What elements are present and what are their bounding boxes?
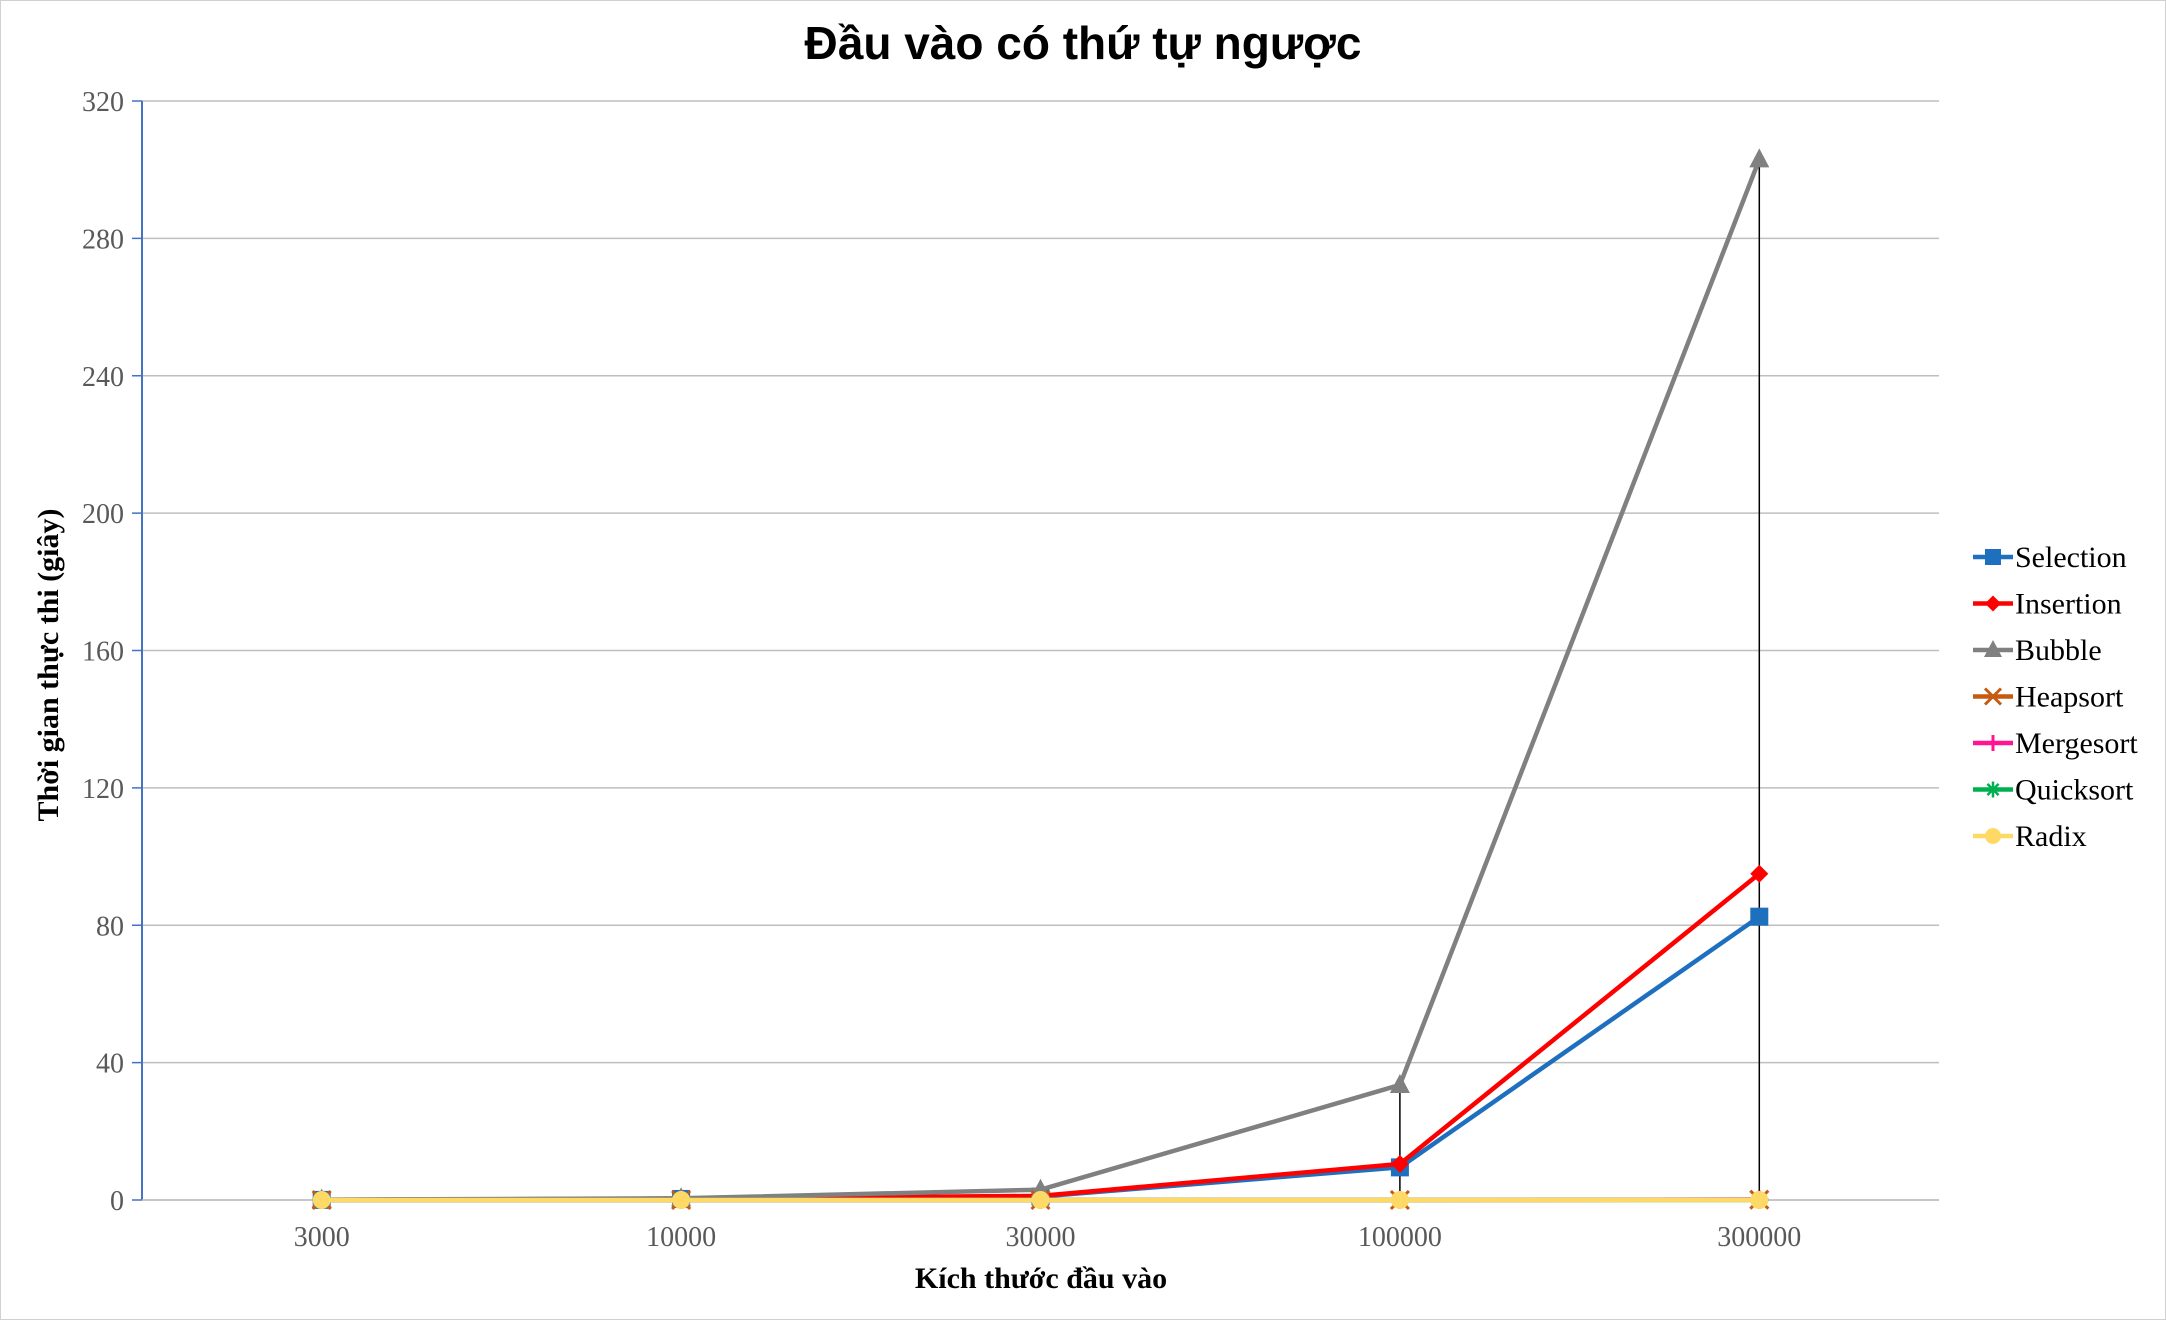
y-axis-ticks: 0 40 80 120 160 200 240 280 320 xyxy=(82,87,124,1217)
series-line xyxy=(321,914,1761,1203)
data-point xyxy=(1750,907,1769,926)
legend-label: Selection xyxy=(2015,541,2127,574)
series-layer xyxy=(311,148,1770,1211)
y-tick-label: 0 xyxy=(110,1186,124,1217)
x-tick-label: 300000 xyxy=(1717,1222,1801,1253)
x-tick-label: 10000 xyxy=(646,1222,716,1253)
y-tick-label: 120 xyxy=(82,774,124,805)
legend-label: Bubble xyxy=(2015,634,2102,667)
legend-item: Mergesort xyxy=(1973,727,2138,760)
x-tick-label: 100000 xyxy=(1358,1222,1442,1253)
data-point xyxy=(1750,1191,1769,1209)
grid-lines xyxy=(142,100,1939,1201)
data-point xyxy=(1390,1191,1409,1209)
data-point xyxy=(1389,1073,1410,1093)
y-tick-label: 40 xyxy=(96,1049,124,1080)
legend-item: Bubble xyxy=(1973,634,2102,667)
series-insertion xyxy=(312,864,1769,1209)
data-point xyxy=(1390,1154,1409,1173)
legend-label: Radix xyxy=(2015,820,2087,853)
legend-item: Heapsort xyxy=(1973,681,2124,714)
series-line xyxy=(321,158,1762,1202)
legend-marker xyxy=(1985,549,2001,565)
legend-item: Radix xyxy=(1973,820,2087,853)
x-tick-label: 30000 xyxy=(1006,1222,1076,1253)
data-point xyxy=(672,1191,691,1209)
legend-item: Insertion xyxy=(1973,588,2122,621)
legend-label: Mergesort xyxy=(2015,727,2138,760)
data-point xyxy=(1031,1191,1050,1209)
data-point xyxy=(1749,148,1770,168)
y-axis-label: Thời gian thực thi (giây) xyxy=(32,509,65,822)
legend-marker xyxy=(1985,828,2001,844)
x-tick-label: 3000 xyxy=(294,1222,350,1253)
legend-label: Heapsort xyxy=(2015,681,2124,714)
legend-label: Insertion xyxy=(2015,588,2122,621)
data-point xyxy=(1750,864,1769,883)
chart-title: Đầu vào có thứ tự ngược xyxy=(805,17,1362,69)
y-tick-label: 280 xyxy=(82,224,124,255)
y-tick-label: 320 xyxy=(82,87,124,118)
data-point xyxy=(312,1191,331,1209)
y-tick-label: 80 xyxy=(96,911,124,942)
series-bubble xyxy=(311,148,1770,1208)
y-tick-label: 240 xyxy=(82,362,124,393)
series-radix xyxy=(312,1191,1769,1209)
legend-item: Quicksort xyxy=(1973,774,2134,807)
legend-marker xyxy=(1985,595,2001,612)
legend-item: Selection xyxy=(1973,541,2127,574)
y-tick-label: 200 xyxy=(82,499,124,530)
legend-marker xyxy=(1985,735,2001,751)
x-axis-label: Kích thước đầu vào xyxy=(915,1262,1167,1295)
legend-label: Quicksort xyxy=(2015,774,2134,807)
legend-marker xyxy=(1984,640,2002,657)
legend-marker xyxy=(1985,781,2001,798)
y-tick-label: 160 xyxy=(82,637,124,668)
x-axis-ticks: 3000 10000 30000 100000 300000 xyxy=(294,1222,1802,1253)
legend: Selection Insertion Bubble Heapsort Mergesor… xyxy=(1973,541,2138,853)
series-selection xyxy=(312,907,1769,1209)
series-line xyxy=(321,871,1761,1203)
legend-marker xyxy=(1983,687,2003,706)
